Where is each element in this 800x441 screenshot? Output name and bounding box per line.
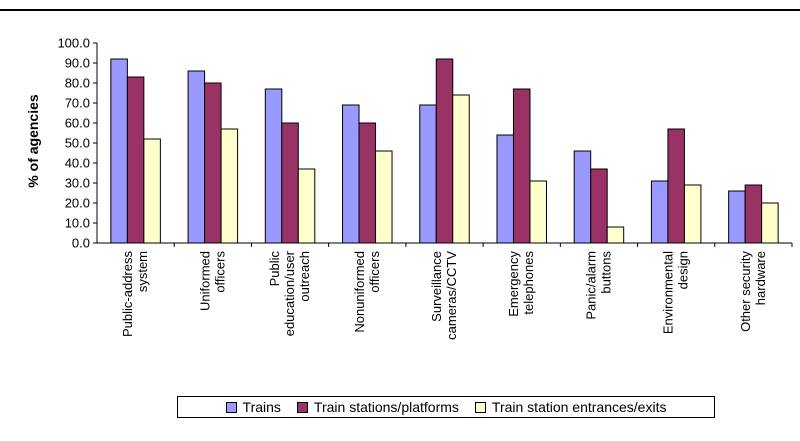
- y-tick-label: 10.0: [65, 216, 90, 231]
- bar: [375, 150, 393, 244]
- bar: [204, 82, 222, 244]
- bar-chart: 0.0 10.0 20.0 30.0 40.0 50.0 60.0 70.0 80.0 90.0 1…: [25, 36, 793, 340]
- y-tick-label: 90.0: [65, 56, 90, 71]
- bar: [761, 202, 779, 244]
- y-tick-label: 70.0: [65, 96, 90, 111]
- x-category-label: Other securityhardware: [738, 251, 768, 332]
- x-category-label: Publiceducation/useroutreach: [267, 250, 312, 336]
- bar: [728, 190, 746, 244]
- bar: [496, 134, 514, 244]
- x-category-label: Panic/alarmbuttons: [583, 251, 613, 320]
- bar: [126, 76, 145, 244]
- x-category-label: Environmentaldesign: [661, 251, 691, 334]
- bar: [281, 122, 299, 244]
- x-category-label: Surveillancecameras/CCTV: [429, 251, 459, 340]
- y-tick-label: 40.0: [65, 156, 90, 171]
- legend-swatch: [225, 401, 237, 413]
- legend-item: Trains: [225, 399, 281, 415]
- bar: [683, 184, 702, 244]
- y-tick-label: 30.0: [65, 176, 90, 191]
- bar: [667, 128, 685, 244]
- x-category-label: Public-addresssystem: [120, 251, 150, 337]
- top-rule: [0, 9, 800, 11]
- bar: [264, 88, 283, 244]
- legend-label: Trains: [242, 399, 281, 415]
- y-tick-label: 50.0: [65, 136, 90, 151]
- y-axis-ticks: 0.0 10.0 20.0 30.0 40.0 50.0 60.0 70.0 80.0 90.0 1…: [57, 36, 97, 251]
- y-axis-label: % of agencies: [25, 94, 41, 188]
- legend-label: Train stations/platforms: [313, 399, 459, 415]
- bar: [512, 88, 531, 244]
- bar: [529, 180, 547, 244]
- category-labels: Public-addresssystem Uniformedofficers Pub…: [120, 243, 793, 340]
- legend-label: Train station entrances/exits: [491, 399, 667, 415]
- bar: [297, 168, 316, 244]
- x-category-label: Emergencytelephones: [506, 251, 536, 317]
- bar: [419, 104, 437, 244]
- bar: [573, 150, 592, 244]
- bar: [143, 138, 161, 244]
- y-tick-label: 20.0: [65, 196, 90, 211]
- y-tick-label: 100.0: [57, 36, 90, 51]
- legend-swatch: [296, 401, 308, 413]
- bar: [220, 128, 239, 244]
- bar: [650, 180, 669, 244]
- legend-item: Train station entrances/exits: [474, 399, 667, 415]
- x-category-label: Uniformedofficers: [197, 251, 227, 311]
- y-tick-label: 0.0: [72, 236, 90, 251]
- x-category-label: Nonuniformedofficers: [352, 251, 382, 333]
- bar: [110, 58, 128, 244]
- bar: [187, 70, 206, 244]
- y-tick-label: 80.0: [65, 76, 90, 91]
- legend: Trains Train stations/platforms Train stat…: [177, 396, 715, 418]
- bar: [744, 184, 763, 244]
- bars: [110, 58, 779, 244]
- bar: [358, 122, 377, 244]
- legend-swatch: [474, 401, 486, 413]
- bar: [606, 226, 625, 244]
- bar: [590, 168, 608, 244]
- bar: [435, 58, 454, 244]
- bar: [342, 104, 360, 244]
- bar: [452, 94, 470, 244]
- legend-item: Train stations/platforms: [296, 399, 459, 415]
- y-tick-label: 60.0: [65, 116, 90, 131]
